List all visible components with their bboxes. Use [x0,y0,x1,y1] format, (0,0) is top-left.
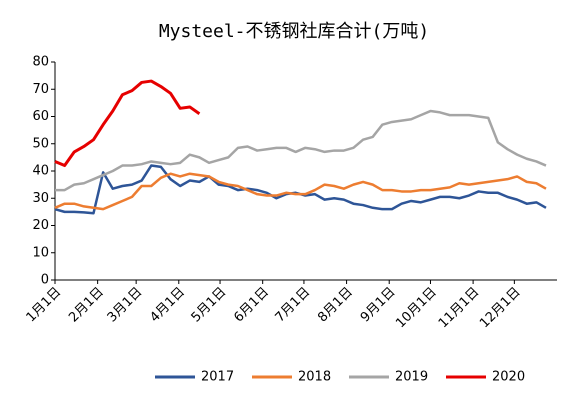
y-tick-label: 40 [32,164,49,179]
x-tick-label: 6月1日 [231,285,272,326]
x-tick-label: 11月1日 [436,285,483,332]
chart-title: Mysteel-不锈钢社库合计(万吨) [159,21,429,42]
x-tick-label: 5月1日 [189,285,230,326]
x-tick-label: 10月1日 [393,285,440,332]
legend-label: 2019 [395,370,428,385]
x-tick-label: 1月1日 [24,285,65,326]
y-tick-label: 60 [32,109,49,124]
x-tick-label: 12月1日 [477,285,524,332]
legend-label: 2018 [298,370,331,385]
y-tick-label: 50 [32,136,49,151]
x-tick-label: 2月1日 [66,285,107,326]
legend-label: 2020 [492,370,525,385]
legend-label: 2017 [201,370,234,385]
y-tick-label: 20 [32,218,49,233]
x-tick-label: 9月1日 [358,285,399,326]
y-tick-label: 10 [32,245,49,260]
x-tick-label: 3月1日 [105,285,146,326]
x-tick-label: 4月1日 [147,285,188,326]
y-tick-label: 70 [32,82,49,97]
series-line [54,172,547,211]
series-line [54,164,547,215]
series-line [55,109,547,192]
y-tick-label: 80 [32,55,49,70]
x-tick-label: 8月1日 [315,285,356,326]
y-tick-label: 0 [41,273,49,288]
series-line [54,79,201,168]
y-tick-label: 30 [32,191,49,206]
x-tick-label: 7月1日 [273,285,314,326]
